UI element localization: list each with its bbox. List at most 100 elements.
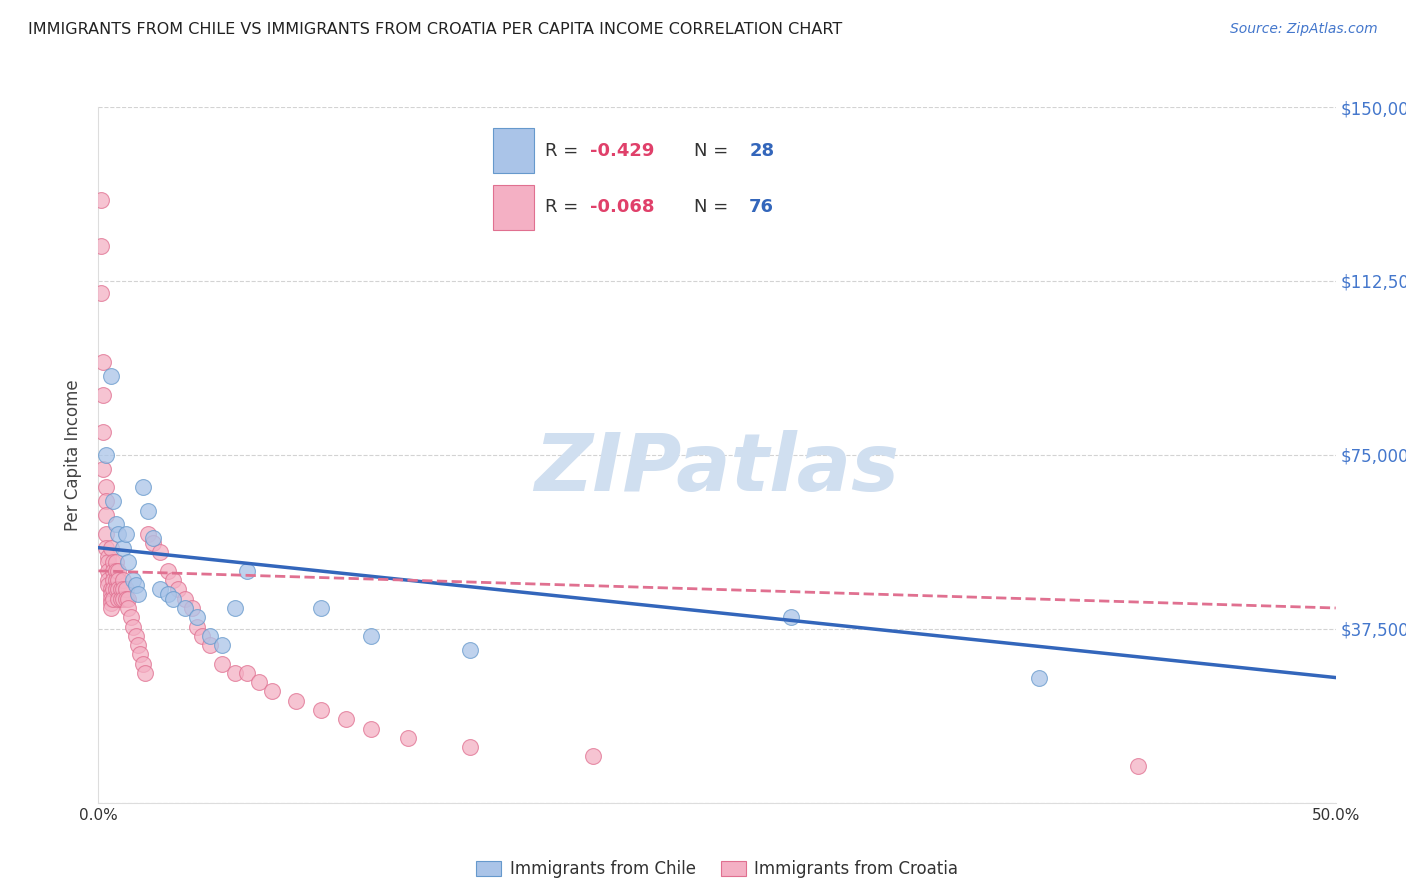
Point: [94, 508, 117, 523]
Point: [114, 582, 136, 597]
Point: [360, 722, 382, 736]
Point: [198, 629, 221, 643]
Point: [186, 619, 208, 633]
Point: [166, 582, 188, 597]
Point: [117, 601, 139, 615]
Point: [114, 591, 136, 606]
Point: [132, 657, 155, 671]
Point: [97, 573, 120, 587]
Point: [236, 564, 259, 578]
Point: [458, 642, 481, 657]
Point: [224, 665, 246, 680]
Point: [309, 703, 332, 717]
Point: [224, 601, 246, 615]
Point: [360, 629, 382, 643]
Point: [93, 387, 115, 401]
Point: [103, 582, 125, 597]
Point: [100, 541, 122, 555]
Point: [100, 587, 122, 601]
Point: [114, 526, 136, 541]
Point: [162, 573, 184, 587]
Point: [149, 582, 172, 597]
Point: [260, 684, 283, 698]
Point: [104, 564, 127, 578]
Point: [124, 629, 146, 643]
Point: [94, 494, 117, 508]
Point: [162, 591, 184, 606]
Point: [236, 665, 259, 680]
Point: [100, 369, 122, 384]
Point: [90, 285, 112, 300]
Point: [285, 694, 308, 708]
Point: [149, 545, 172, 559]
Point: [94, 448, 117, 462]
Point: [127, 638, 149, 652]
Point: [122, 619, 145, 633]
Point: [100, 596, 122, 610]
Point: [1028, 671, 1050, 685]
Point: [582, 749, 605, 764]
Point: [198, 638, 221, 652]
Point: [100, 601, 122, 615]
Point: [129, 648, 152, 662]
Point: [174, 601, 197, 615]
Point: [94, 480, 117, 494]
Point: [211, 657, 233, 671]
Point: [156, 587, 179, 601]
Point: [103, 564, 125, 578]
Point: [191, 629, 214, 643]
Point: [104, 517, 127, 532]
Point: [132, 480, 155, 494]
Point: [107, 591, 129, 606]
Point: [396, 731, 419, 745]
Point: [142, 532, 165, 546]
Point: [458, 740, 481, 755]
Point: [181, 601, 204, 615]
Point: [90, 239, 112, 253]
Point: [335, 712, 357, 726]
Point: [93, 425, 115, 439]
Point: [156, 564, 179, 578]
Text: ZIPatlas: ZIPatlas: [534, 430, 900, 508]
Point: [107, 582, 129, 597]
Point: [247, 675, 270, 690]
Point: [103, 494, 125, 508]
Point: [97, 549, 120, 564]
Point: [120, 610, 142, 624]
Point: [107, 573, 129, 587]
Point: [110, 591, 132, 606]
Point: [134, 665, 156, 680]
Point: [94, 526, 117, 541]
Point: [100, 591, 122, 606]
Point: [112, 573, 135, 587]
Point: [104, 555, 127, 569]
Point: [122, 573, 145, 587]
Point: [94, 541, 117, 555]
Point: [97, 555, 120, 569]
Point: [136, 503, 159, 517]
Y-axis label: Per Capita Income: Per Capita Income: [65, 379, 83, 531]
Point: [110, 582, 132, 597]
Point: [186, 610, 208, 624]
Point: [103, 591, 125, 606]
Point: [93, 355, 115, 369]
Point: [309, 601, 332, 615]
Point: [112, 541, 135, 555]
Point: [112, 591, 135, 606]
Point: [112, 582, 135, 597]
Point: [142, 536, 165, 550]
Point: [127, 587, 149, 601]
Point: [1126, 758, 1149, 772]
Point: [107, 564, 129, 578]
Point: [103, 555, 125, 569]
Point: [174, 591, 197, 606]
Legend: Immigrants from Chile, Immigrants from Croatia: Immigrants from Chile, Immigrants from C…: [470, 854, 965, 885]
Point: [136, 526, 159, 541]
Point: [100, 582, 122, 597]
Point: [97, 578, 120, 592]
Text: IMMIGRANTS FROM CHILE VS IMMIGRANTS FROM CROATIA PER CAPITA INCOME CORRELATION C: IMMIGRANTS FROM CHILE VS IMMIGRANTS FROM…: [28, 22, 842, 37]
Point: [107, 526, 129, 541]
Point: [104, 582, 127, 597]
Text: Source: ZipAtlas.com: Source: ZipAtlas.com: [1230, 22, 1378, 37]
Point: [97, 564, 120, 578]
